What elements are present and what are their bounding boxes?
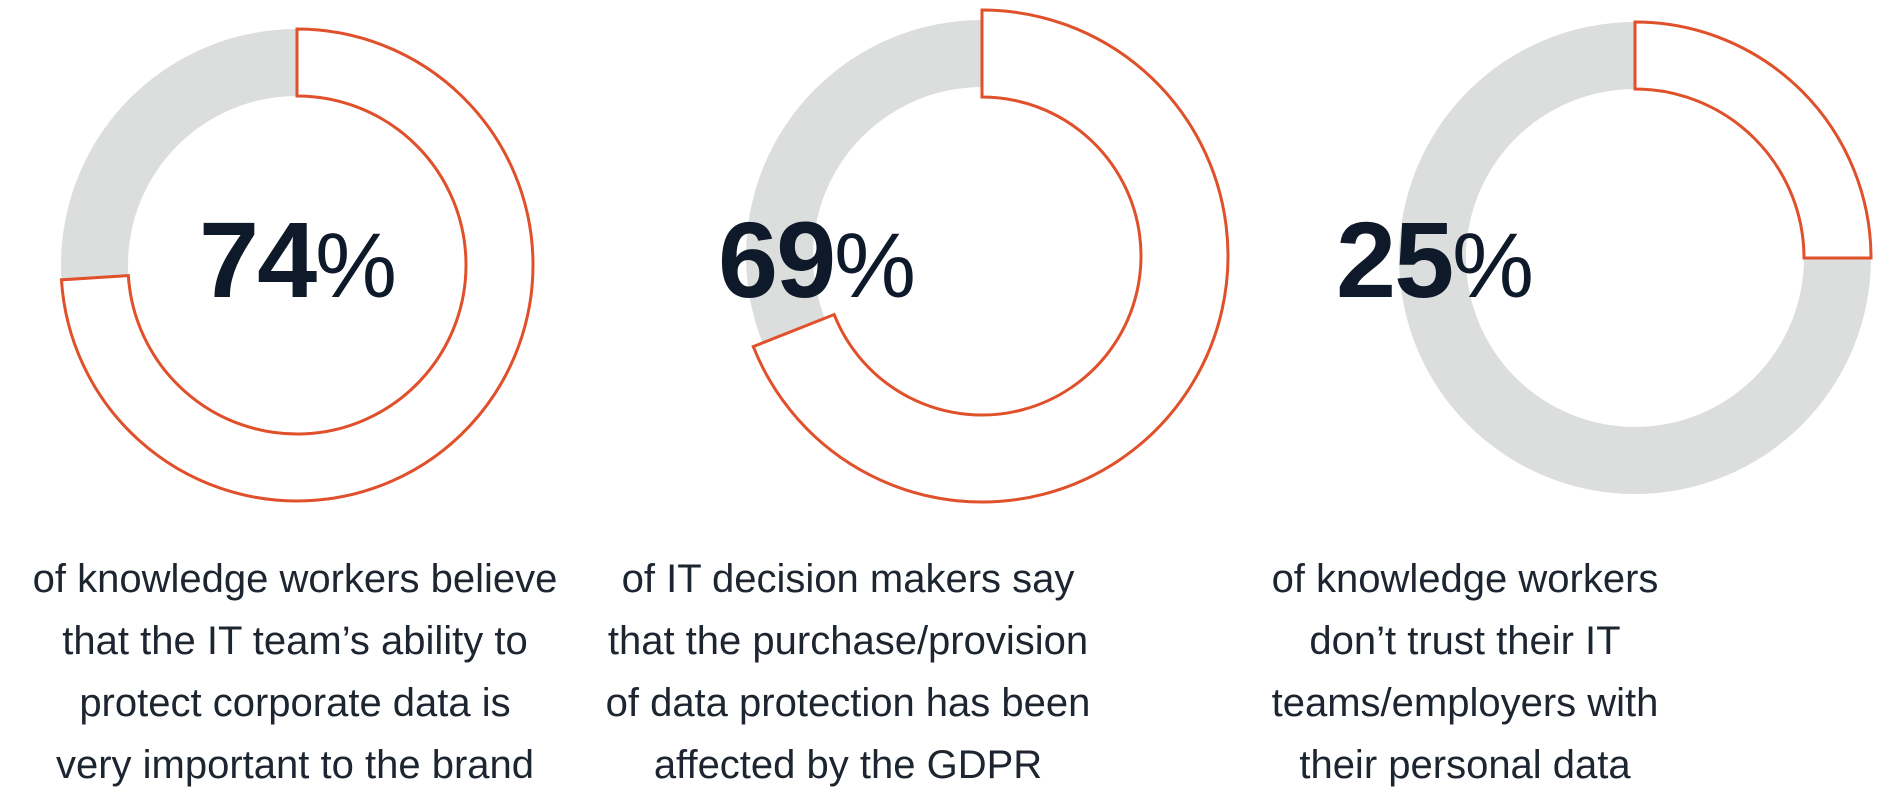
caption-line: of knowledge workers <box>1271 557 1659 601</box>
stat-caption-2: of IT decision makers say that the purch… <box>538 548 1158 796</box>
percentage-number-3: 25 <box>1336 199 1454 320</box>
percent-sign-2: % <box>834 215 916 317</box>
caption-line: teams/employers with <box>1271 681 1659 725</box>
percent-sign-3: % <box>1452 215 1534 317</box>
stat-caption-3: of knowledge workers don’t trust their I… <box>1155 548 1775 796</box>
donut-chart-2 <box>746 8 1230 504</box>
percentage-value-2: 69% <box>617 205 1017 321</box>
caption-line: of data protection has been <box>605 681 1091 725</box>
stat-caption-1: of knowledge workers believe that the IT… <box>0 548 605 796</box>
stat-card-2: 69% of IT decision makers say that the p… <box>606 0 1260 802</box>
percent-sign-1: % <box>315 215 397 317</box>
donut-value-segment <box>751 8 1230 504</box>
caption-line: very important to the brand <box>55 743 535 787</box>
caption-line: protect corporate data is <box>79 681 511 725</box>
percentage-value-3: 25% <box>1235 205 1635 321</box>
percentage-value-1: 74% <box>98 205 498 321</box>
caption-line: of IT decision makers say <box>621 557 1075 601</box>
percentage-number-1: 74 <box>199 199 317 320</box>
stat-card-3: 25% of knowledge workers don’t trust the… <box>1260 0 1890 802</box>
caption-line: don’t trust their IT <box>1309 619 1621 663</box>
caption-line: that the purchase/provision <box>607 619 1089 663</box>
donut-chart-3 <box>1399 20 1873 494</box>
percentage-number-2: 69 <box>718 199 836 320</box>
caption-line: affected by the GDPR <box>653 743 1043 787</box>
donut-value-segment <box>59 27 535 503</box>
donut-chart-1 <box>59 27 535 503</box>
stat-card-1: 74% of knowledge workers believe that th… <box>0 0 630 802</box>
donut-value-segment <box>1633 20 1873 260</box>
caption-line: of knowledge workers believe <box>32 557 558 601</box>
caption-line: that the IT team’s ability to <box>62 619 528 663</box>
caption-line: their personal data <box>1299 743 1631 787</box>
